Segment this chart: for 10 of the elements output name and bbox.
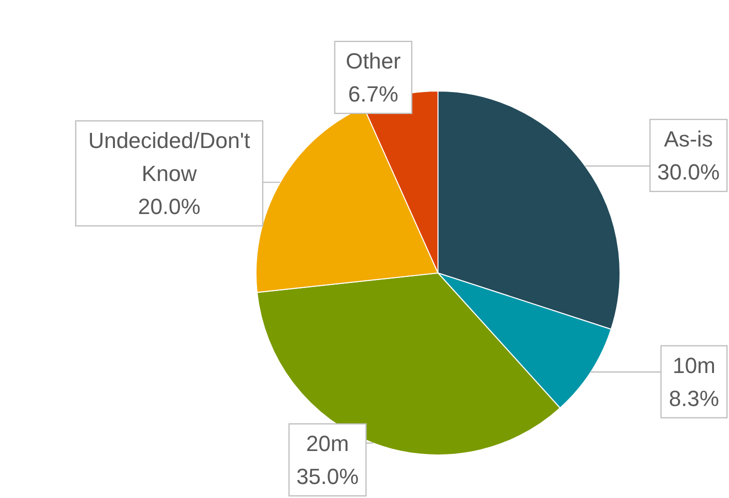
data-label: 8.3%	[668, 386, 720, 411]
data-label: 20.0%	[138, 194, 200, 220]
slice-label: Other	[346, 48, 401, 74]
slice-label: 10m	[672, 352, 716, 378]
slice-label: 20m	[306, 431, 349, 456]
slice-label: Undecided/Don't Know	[88, 128, 250, 186]
data-label: 35.0%	[296, 464, 359, 490]
data-label: 6.7%	[348, 82, 398, 107]
slice-label: As-is	[664, 126, 713, 152]
data-label: 30.0%	[657, 160, 720, 185]
